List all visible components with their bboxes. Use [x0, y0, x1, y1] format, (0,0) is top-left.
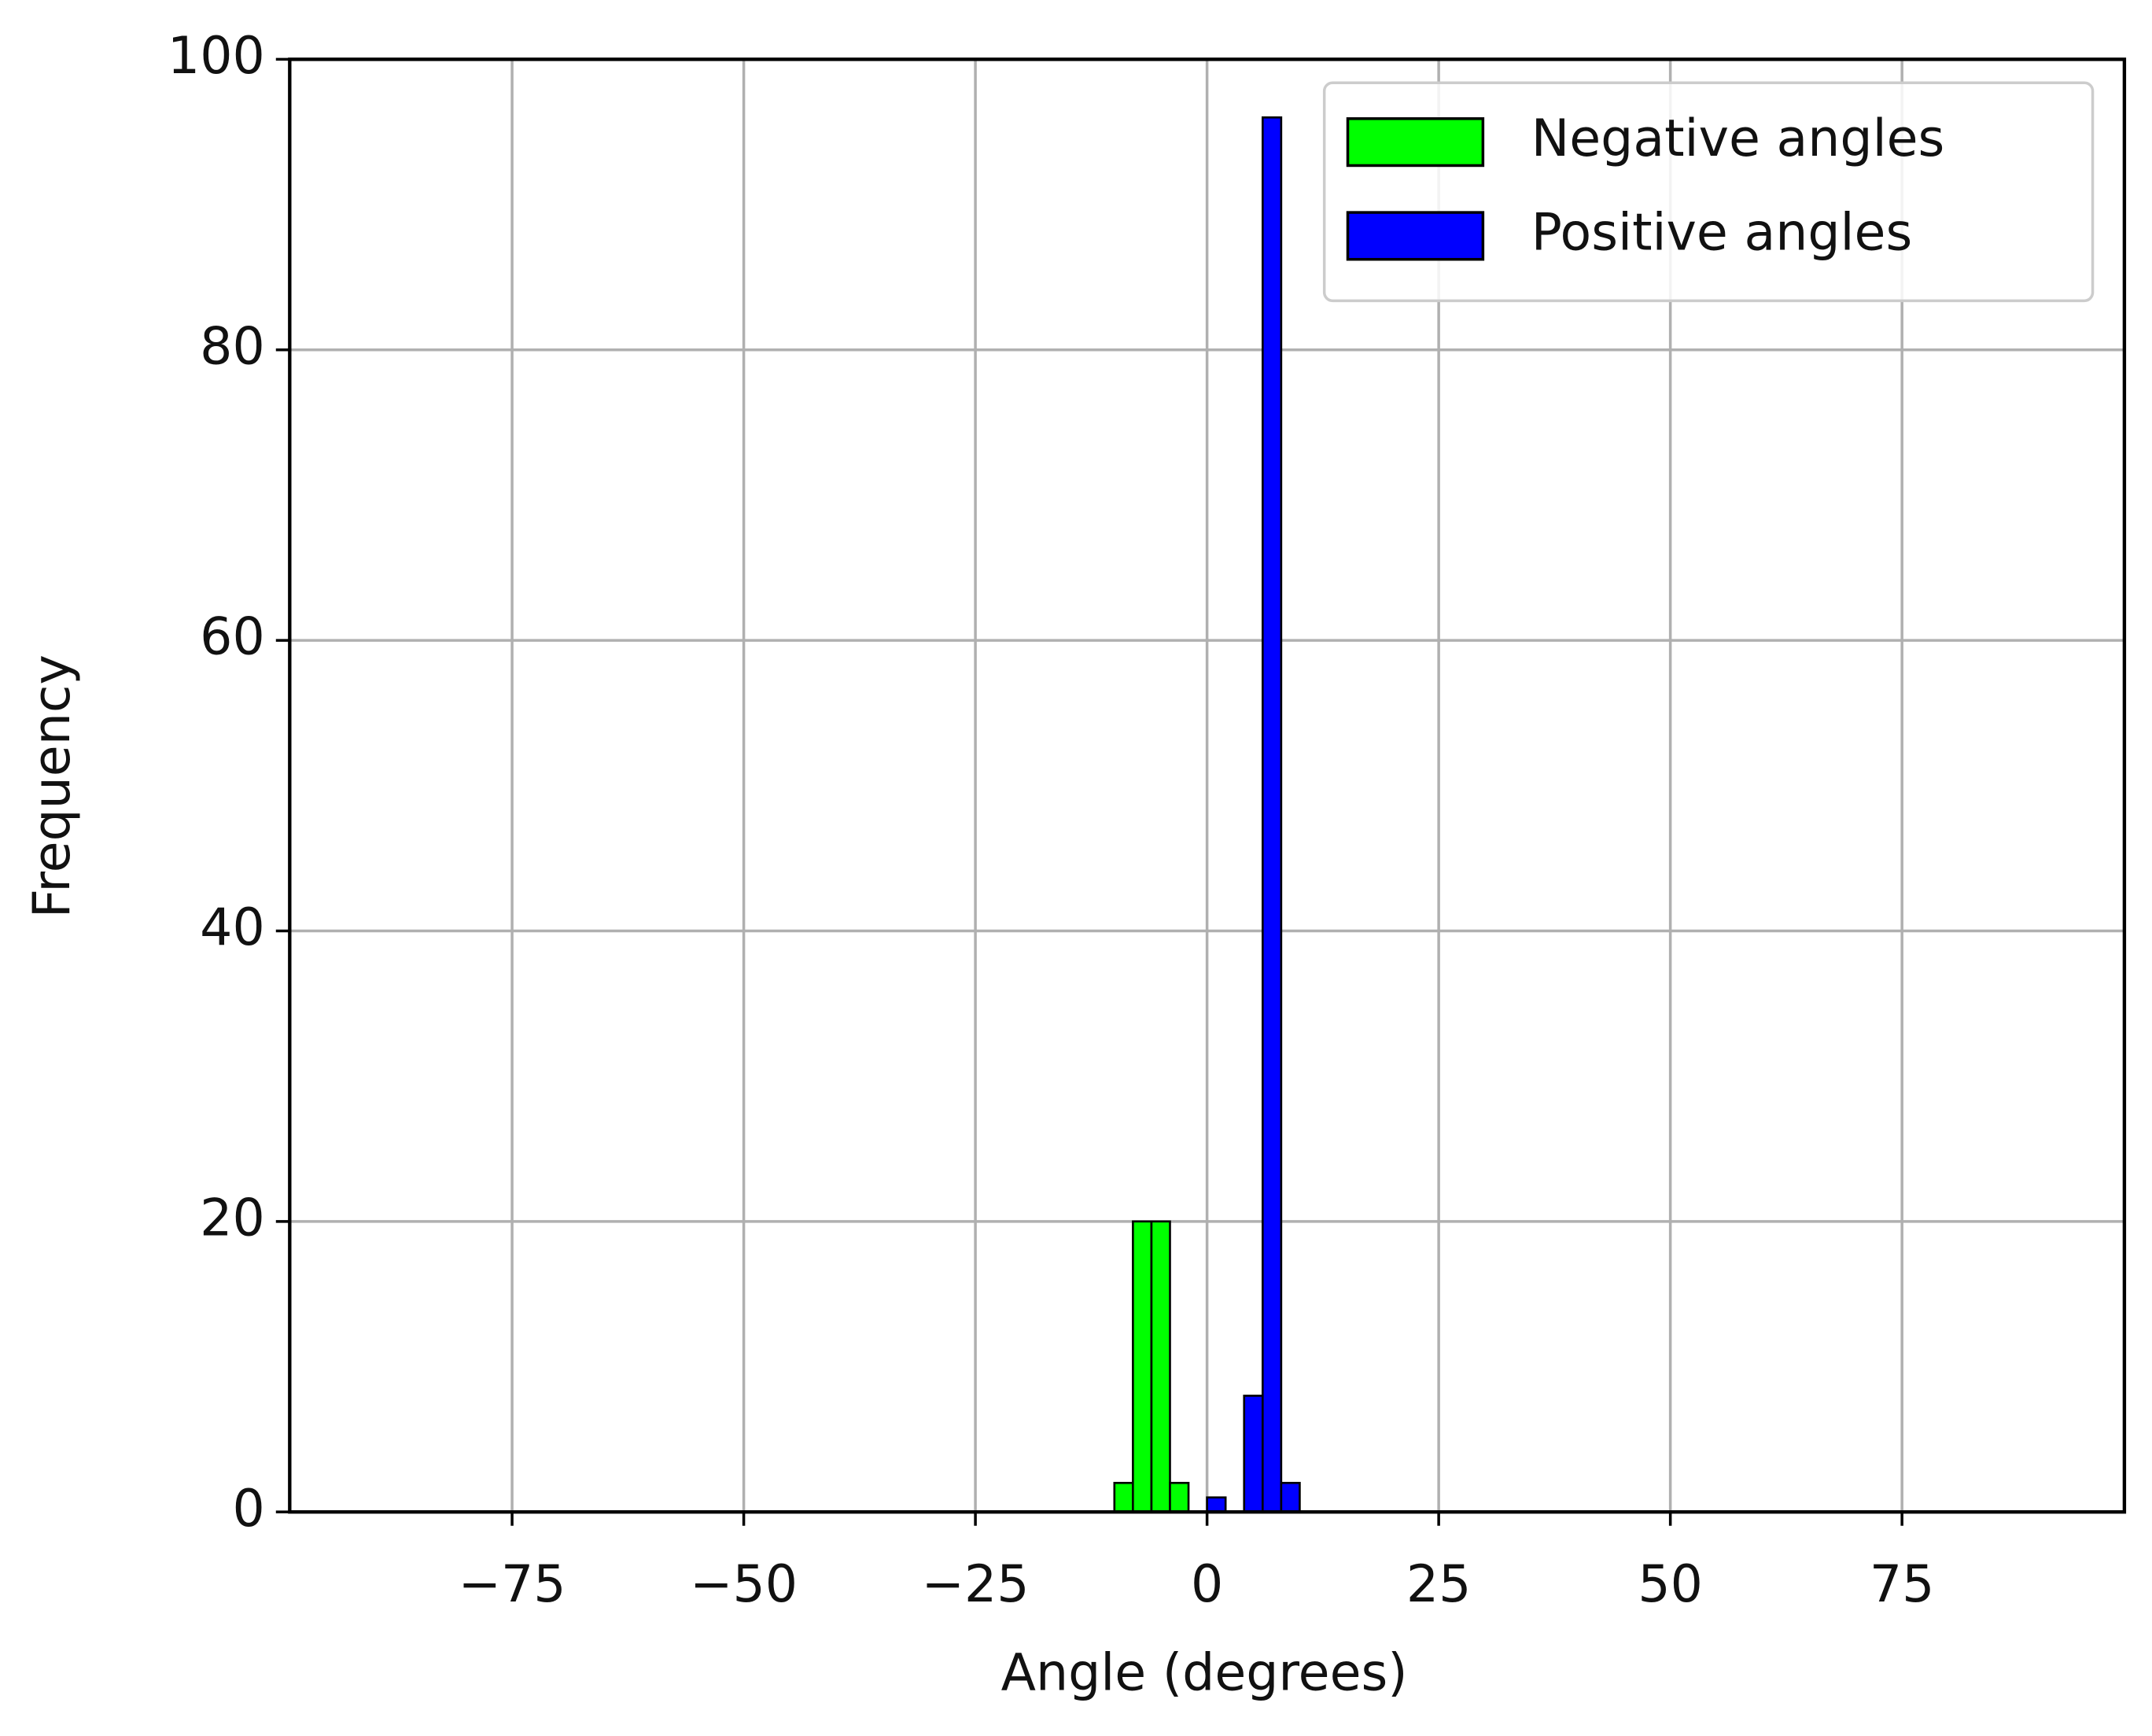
y-tick-label: 80: [200, 317, 265, 376]
histogram-bar: [1243, 1395, 1264, 1513]
histogram-bar: [1150, 1220, 1171, 1513]
x-tick-label: 75: [1870, 1555, 1935, 1614]
legend: Negative angles Positive angles: [1322, 81, 2095, 303]
ticks: −75 −50 −25 0 25 50 75 0 20 40 60 80 100: [168, 27, 1935, 1614]
legend-swatch: [1346, 211, 1485, 261]
y-tick-label: 100: [168, 27, 265, 86]
legend-swatch: [1346, 117, 1485, 168]
legend-box: [1322, 81, 2095, 303]
histogram-bar: [1169, 1481, 1190, 1513]
histogram-bar: [1261, 116, 1283, 1513]
x-tick-label: −50: [690, 1555, 798, 1614]
x-tick-label: 25: [1406, 1555, 1472, 1614]
legend-label: Positive angles: [1531, 203, 1913, 262]
x-tick-label: 50: [1638, 1555, 1703, 1614]
histogram-bar: [1132, 1220, 1153, 1513]
y-tick-label: 40: [200, 898, 265, 957]
legend-label: Negative angles: [1531, 109, 1945, 168]
x-tick-label: −75: [459, 1555, 566, 1614]
y-tick-label: 20: [200, 1189, 265, 1248]
histogram-bar: [1206, 1496, 1227, 1513]
x-axis-label: Angle (degrees): [1001, 1643, 1408, 1702]
y-tick-label: 0: [232, 1480, 264, 1539]
y-tick-label: 60: [200, 608, 265, 667]
histogram-bar: [1113, 1481, 1134, 1513]
bars: [1113, 116, 1301, 1513]
x-tick-label: 0: [1191, 1555, 1223, 1614]
y-axis-label: Frequency: [23, 654, 82, 918]
x-tick-label: −25: [922, 1555, 1030, 1614]
histogram-bar: [1280, 1481, 1301, 1513]
